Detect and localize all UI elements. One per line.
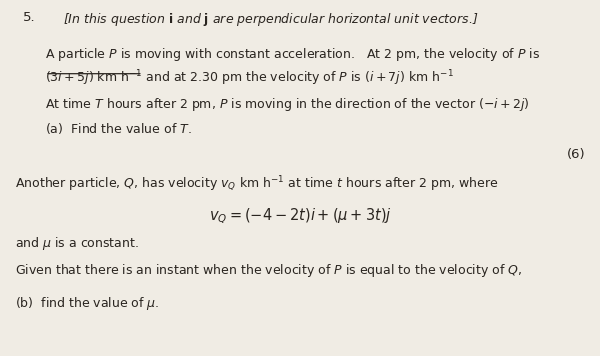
- Text: 5.: 5.: [23, 11, 35, 25]
- Text: and $\mu$ is a constant.: and $\mu$ is a constant.: [15, 235, 139, 252]
- Text: Another particle, $Q$, has velocity $v_{Q}$ km h$^{-1}$ at time $t$ hours after : Another particle, $Q$, has velocity $v_{…: [15, 174, 499, 194]
- Text: $(3i+5j)$ km h$^{-1}$ and at 2.30 pm the velocity of $P$ is $(i+7j)$ km h$^{-1}$: $(3i+5j)$ km h$^{-1}$ and at 2.30 pm the…: [45, 68, 454, 88]
- Text: $v_{Q}=(-4-2t)i+(\mu+3t)j$: $v_{Q}=(-4-2t)i+(\mu+3t)j$: [209, 206, 391, 226]
- Text: [In this question $\mathit{\mathbf{i}}$ and $\mathit{\mathbf{j}}$ are perpendicu: [In this question $\mathit{\mathbf{i}}$ …: [63, 11, 478, 28]
- Text: (b)  find the value of $\mu$.: (b) find the value of $\mu$.: [15, 295, 160, 313]
- Text: Given that there is an instant when the velocity of $P$ is equal to the velocity: Given that there is an instant when the …: [15, 262, 522, 279]
- Text: (6): (6): [566, 148, 585, 161]
- Text: (a)  Find the value of $T$.: (a) Find the value of $T$.: [45, 121, 192, 136]
- Text: A particle $P$ is moving with constant acceleration.   At 2 pm, the velocity of : A particle $P$ is moving with constant a…: [45, 46, 540, 63]
- Text: At time $T$ hours after 2 pm, $P$ is moving in the direction of the vector $(-i+: At time $T$ hours after 2 pm, $P$ is mov…: [45, 96, 530, 113]
